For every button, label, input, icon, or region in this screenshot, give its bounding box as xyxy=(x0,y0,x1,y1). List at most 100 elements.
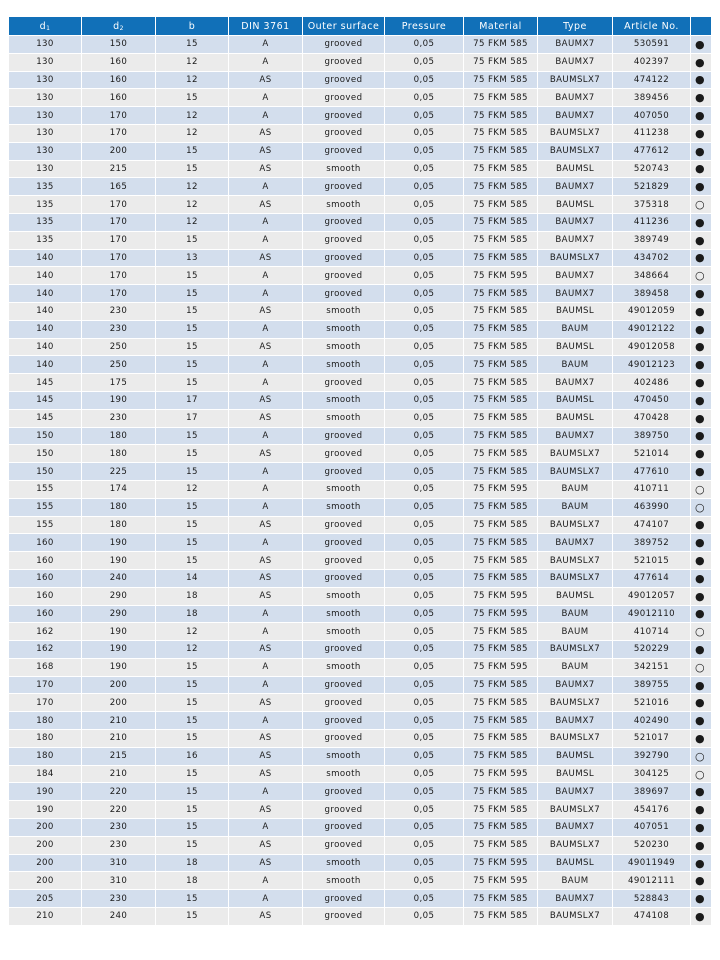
cell-b: 16 xyxy=(155,746,229,766)
cell-availability-dot-icon: ● xyxy=(690,551,712,570)
cell-outer-surface: smooth xyxy=(302,622,385,642)
cell-pressure: 0,05 xyxy=(384,141,464,161)
cell-type: BAUM xyxy=(537,497,613,517)
cell-article-no: 470450 xyxy=(612,390,691,410)
table-row: 140 250 15 AS smooth 0,05 75 FKM 585 BAUMSL 4901… xyxy=(8,337,712,357)
cell-d2: 200 xyxy=(81,675,156,695)
cell-d2: 160 xyxy=(81,88,156,108)
cell-article-no: 402397 xyxy=(612,52,691,72)
col-header-availability xyxy=(690,16,712,36)
cell-availability-dot-icon: ● xyxy=(690,408,712,428)
cell-type: BAUMSL xyxy=(537,195,613,214)
cell-article-no: 49012122 xyxy=(612,319,691,339)
cell-material: 75 FKM 585 xyxy=(463,551,538,570)
cell-d2: 240 xyxy=(81,568,156,588)
cell-d2: 170 xyxy=(81,284,156,303)
cell-outer-surface: grooved xyxy=(302,693,385,713)
cell-d2: 170 xyxy=(81,266,156,286)
cell-outer-surface: grooved xyxy=(302,230,385,250)
cell-pressure: 0,05 xyxy=(384,764,464,784)
cell-pressure: 0,05 xyxy=(384,729,464,748)
cell-type: BAUMSLX7 xyxy=(537,907,613,926)
cell-article-no: 49012111 xyxy=(612,871,691,891)
cell-pressure: 0,05 xyxy=(384,444,464,464)
cell-pressure: 0,05 xyxy=(384,800,464,820)
cell-article-no: 375318 xyxy=(612,195,691,214)
cell-outer-surface: grooved xyxy=(302,533,385,553)
cell-din: A xyxy=(228,230,303,250)
cell-d2: 165 xyxy=(81,177,156,197)
cell-d1: 140 xyxy=(8,248,82,268)
col-header-material: Material xyxy=(463,16,538,36)
cell-din: AS xyxy=(228,444,303,464)
cell-pressure: 0,05 xyxy=(384,390,464,410)
cell-d1: 180 xyxy=(8,746,82,766)
cell-d2: 210 xyxy=(81,711,156,731)
cell-outer-surface: grooved xyxy=(302,284,385,303)
cell-d2: 160 xyxy=(81,70,156,90)
cell-d2: 290 xyxy=(81,586,156,606)
cell-outer-surface: smooth xyxy=(302,497,385,517)
cell-pressure: 0,05 xyxy=(384,319,464,339)
cell-din: A xyxy=(228,497,303,517)
cell-type: BAUMSLX7 xyxy=(537,444,613,464)
cell-d1: 155 xyxy=(8,515,82,535)
cell-b: 15 xyxy=(155,337,229,357)
table-row: 135 170 12 AS smooth 0,05 75 FKM 585 BAUMSL 3753… xyxy=(8,195,712,214)
cell-article-no: 521014 xyxy=(612,444,691,464)
cell-b: 17 xyxy=(155,408,229,428)
cell-material: 75 FKM 585 xyxy=(463,355,538,375)
cell-pressure: 0,05 xyxy=(384,230,464,250)
col-header-type: Type xyxy=(537,16,613,36)
cell-b: 15 xyxy=(155,230,229,250)
cell-material: 75 FKM 585 xyxy=(463,373,538,392)
cell-material: 75 FKM 585 xyxy=(463,141,538,161)
cell-type: BAUMSL xyxy=(537,390,613,410)
cell-d1: 145 xyxy=(8,408,82,428)
cell-din: A xyxy=(228,871,303,891)
cell-material: 75 FKM 585 xyxy=(463,729,538,748)
cell-availability-dot-icon: ● xyxy=(690,675,712,695)
col-header-d2: d2 xyxy=(81,16,156,36)
cell-d1: 200 xyxy=(8,835,82,855)
cell-availability-dot-icon: ● xyxy=(690,818,712,837)
cell-d2: 220 xyxy=(81,782,156,802)
table-row: 160 240 14 AS grooved 0,05 75 FKM 585 BAUMSLX7 4… xyxy=(8,568,712,588)
cell-d2: 170 xyxy=(81,230,156,250)
cell-b: 15 xyxy=(155,159,229,179)
cell-d2: 160 xyxy=(81,52,156,72)
cell-outer-surface: grooved xyxy=(302,818,385,837)
cell-pressure: 0,05 xyxy=(384,515,464,535)
table-row: 130 200 15 AS grooved 0,05 75 FKM 585 BAUMSLX7 4… xyxy=(8,141,712,161)
cell-b: 18 xyxy=(155,586,229,606)
cell-b: 15 xyxy=(155,675,229,695)
cell-d2: 170 xyxy=(81,106,156,125)
cell-article-no: 402486 xyxy=(612,373,691,392)
cell-d2: 225 xyxy=(81,462,156,481)
cell-material: 75 FKM 585 xyxy=(463,230,538,250)
cell-din: A xyxy=(228,479,303,499)
col-header-article: Article No. xyxy=(612,16,691,36)
cell-availability-dot-icon: ○ xyxy=(690,622,712,642)
cell-type: BAUMX7 xyxy=(537,426,613,446)
cell-pressure: 0,05 xyxy=(384,853,464,873)
cell-pressure: 0,05 xyxy=(384,907,464,926)
cell-material: 75 FKM 585 xyxy=(463,782,538,802)
cell-material: 75 FKM 585 xyxy=(463,123,538,143)
cell-d2: 150 xyxy=(81,35,156,54)
table-row: 200 230 15 AS grooved 0,05 75 FKM 585 BAUMSLX7 5… xyxy=(8,835,712,855)
cell-din: A xyxy=(228,604,303,624)
cell-din: AS xyxy=(228,693,303,713)
cell-pressure: 0,05 xyxy=(384,479,464,499)
cell-article-no: 454176 xyxy=(612,800,691,820)
cell-type: BAUMX7 xyxy=(537,373,613,392)
cell-b: 12 xyxy=(155,195,229,214)
cell-d1: 130 xyxy=(8,70,82,90)
cell-availability-dot-icon: ● xyxy=(690,871,712,891)
cell-pressure: 0,05 xyxy=(384,675,464,695)
